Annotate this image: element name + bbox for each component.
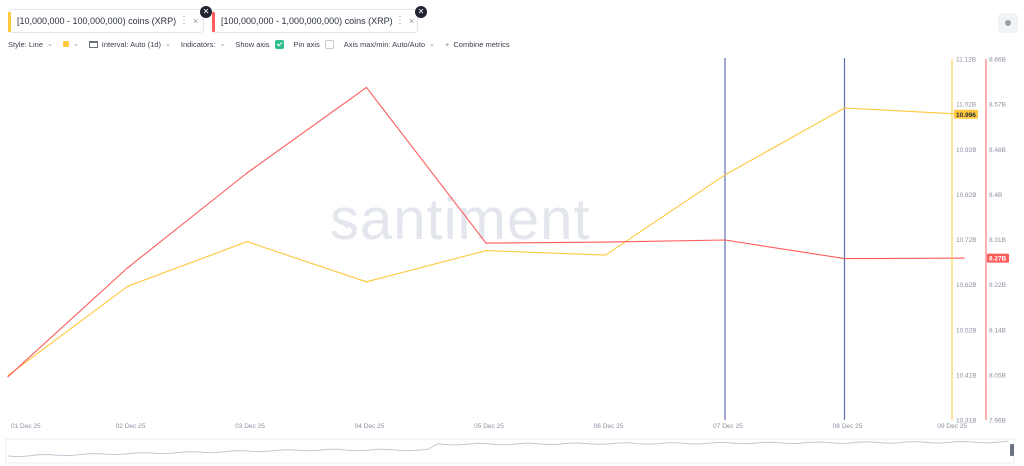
- interval-label: Interval: Auto (1d): [101, 39, 161, 49]
- interval-select[interactable]: Interval: Auto (1d) ⌄: [88, 39, 171, 49]
- data-point: [7, 376, 9, 378]
- kebab-menu-icon[interactable]: ⋮: [179, 15, 189, 26]
- x-axis-tick-label: 01 Dec 25: [11, 423, 41, 430]
- santiment-watermark: santiment: [330, 187, 591, 252]
- close-icon[interactable]: ✕: [415, 6, 427, 18]
- axis-maxmin-label: Axis max/min: Auto/Auto: [343, 39, 426, 49]
- chevron-down-icon: ⌄: [72, 41, 79, 48]
- line-chart[interactable]: 11.12B 11.02B 10.92B 10.82B 10.72B 10.62B 10.5…: [0, 52, 1024, 466]
- color-select[interactable]: ⌄: [62, 40, 79, 48]
- data-point: [843, 107, 846, 109]
- data-point: [126, 267, 129, 269]
- y-axis-1-tick-label: 11.02B: [956, 102, 976, 109]
- series-line-1: [7, 107, 965, 376]
- x-axis-tick-label: 07 Dec 25: [713, 423, 743, 430]
- y-axis-1-tick-label: 10.72B: [956, 237, 977, 244]
- data-point: [724, 239, 726, 241]
- y-axis-1-tick-label: 11.12B: [956, 57, 976, 64]
- dot-icon: [1005, 20, 1011, 26]
- data-point: [246, 241, 248, 243]
- color-swatch: [62, 41, 69, 47]
- axes: 11.12B 11.02B 10.92B 10.82B 10.72B 10.62B 10.5…: [11, 57, 1009, 430]
- metric-label-2: [100,000,000 - 1,000,000,000) coins (XRP…: [221, 16, 393, 26]
- x-axis-tick-label: 02 Dec 25: [116, 423, 146, 430]
- x-axis-tick-label: 03 Dec 25: [235, 423, 265, 430]
- y-axis-2-tick-label: 8.4B: [989, 192, 1002, 199]
- chevron-down-icon: ⌄: [219, 41, 226, 48]
- kebab-menu-icon[interactable]: ⋮: [395, 15, 405, 26]
- data-point: [485, 250, 487, 252]
- remove-icon[interactable]: ×: [409, 16, 415, 26]
- x-axis-tick-label: 09 Dec 25: [937, 423, 967, 430]
- y-axis-1-tick-label: 10.41B: [956, 372, 977, 379]
- data-point: [604, 254, 607, 256]
- last-value-label-1-bg: [954, 109, 978, 119]
- y-axis-2-tick-label: 8.48B: [989, 147, 1006, 154]
- y-axis-2-tick-label: 8.22B: [989, 282, 1006, 289]
- last-value-label-2-bg: [987, 253, 1009, 263]
- show-axis-toggle[interactable]: Show axis: [235, 39, 284, 49]
- y-axis-2-tick-label: 8.05B: [989, 372, 1006, 379]
- data-point: [604, 241, 607, 243]
- last-value-label-2: 8.27B: [989, 256, 1007, 263]
- remove-icon[interactable]: ×: [193, 16, 199, 26]
- y-axis-2-tick-label: 7.96B: [989, 418, 1006, 425]
- y-axis-1-tick-label: 10.82B: [956, 192, 977, 199]
- navigator-line: [7, 440, 1009, 458]
- close-icon[interactable]: ✕: [200, 6, 212, 18]
- metric-chip-1[interactable]: [10,000,000 - 100,000,000) coins (XRP) ⋮…: [8, 9, 204, 33]
- y-axis-2-tick-label: 8.14B: [989, 327, 1006, 334]
- chevron-down-icon: ⌄: [47, 41, 53, 48]
- navigator[interactable]: [5, 438, 1015, 464]
- settings-button[interactable]: [998, 13, 1018, 33]
- show-axis-label: Show axis: [235, 39, 270, 49]
- data-point: [365, 281, 368, 283]
- pin-axis-label: Pin axis: [293, 39, 320, 49]
- navigator-handle: [1010, 444, 1014, 456]
- chevron-down-icon: ⌄: [429, 41, 435, 48]
- x-axis-tick-label: 08 Dec 25: [833, 423, 863, 430]
- plus-icon: +: [444, 39, 450, 49]
- metric-chip-2[interactable]: [100,000,000 - 1,000,000,000) coins (XRP…: [212, 9, 418, 33]
- indicators-select[interactable]: Indicators: ⌄: [181, 40, 225, 49]
- last-value-label-1: 10.996: [956, 112, 976, 119]
- y-axis-1-tick-label: 10.52B: [956, 327, 977, 334]
- x-axis-tick-label: 05 Dec 25: [474, 423, 504, 430]
- show-axis-checkbox[interactable]: [274, 39, 284, 49]
- series-lines: [7, 86, 965, 378]
- date-markers: [724, 58, 846, 420]
- combine-metrics-label: Combine metrics: [453, 39, 510, 49]
- navigator-frame: [5, 438, 1015, 464]
- y-axis-2-tick-label: 8.31B: [989, 237, 1006, 244]
- data-point: [963, 257, 965, 259]
- data-point: [126, 285, 129, 287]
- combine-metrics-button[interactable]: + Combine metrics: [445, 40, 510, 49]
- pin-axis-checkbox[interactable]: [324, 39, 334, 49]
- x-axis-tick-label: 06 Dec 25: [594, 423, 624, 430]
- data-point: [843, 257, 846, 260]
- y-axis-1-tick-label: 10.62B: [956, 282, 977, 289]
- data-point: [246, 172, 248, 174]
- metric-color-bar-1: [8, 12, 11, 32]
- chevron-down-icon: ⌄: [164, 41, 171, 48]
- y-axis-2-tick-label: 8.57B: [989, 102, 1006, 109]
- metric-color-bar-2: [212, 12, 215, 32]
- y-axis-2-tick-label: 8.66B: [989, 57, 1006, 64]
- style-label: Style: Line: [8, 39, 44, 49]
- data-point: [724, 174, 726, 176]
- axis-maxmin-select[interactable]: Axis max/min: Auto/Auto ⌄: [344, 40, 435, 49]
- y-axis-1-tick-label: 10.92B: [956, 147, 977, 154]
- data-point: [365, 86, 368, 88]
- metrics-bar: [10,000,000 - 100,000,000) coins (XRP) ⋮…: [0, 0, 1024, 40]
- indicators-label: Indicators:: [180, 39, 216, 49]
- metric-label-1: [10,000,000 - 100,000,000) coins (XRP): [17, 16, 177, 26]
- x-axis-tick-label: 04 Dec 25: [355, 423, 385, 430]
- y-axis-1-tick-label: 10.31B: [956, 418, 977, 425]
- chart-settings-toolbar: Style: Line ⌄ ⌄ Interval: Auto (1d) ⌄ In…: [8, 37, 520, 51]
- calendar-icon: [88, 40, 98, 48]
- style-select[interactable]: Style: Line ⌄: [8, 40, 53, 49]
- data-point: [485, 242, 487, 244]
- pin-axis-toggle[interactable]: Pin axis: [293, 39, 334, 49]
- series-line-2: [7, 86, 965, 378]
